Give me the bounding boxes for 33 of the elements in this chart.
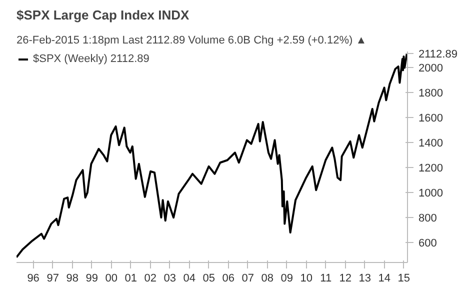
- x-tick-label: 99: [86, 272, 98, 284]
- x-tick-label: 14: [378, 272, 391, 284]
- x-tick-label: 03: [164, 272, 176, 284]
- x-tick-label: 07: [242, 272, 254, 284]
- x-tick-label: 05: [202, 272, 216, 284]
- x-tick-label: 97: [46, 272, 59, 284]
- x-tick-label: 08: [261, 272, 274, 284]
- x-tick-label: 11: [320, 272, 332, 284]
- x-tick-label: 98: [66, 272, 78, 284]
- x-tick-label: 02: [144, 272, 156, 284]
- line-series: [16, 52, 408, 258]
- y-tick-label: 1000: [418, 188, 443, 200]
- x-tick-label: 00: [105, 272, 118, 284]
- x-tick-label: 15: [398, 272, 410, 284]
- x-tick-label: 04: [183, 272, 196, 284]
- x-tick-label: 96: [27, 272, 40, 284]
- x-tick-label: 01: [124, 272, 137, 284]
- legend-label: $SPX (Weekly) 2112.89: [33, 53, 150, 65]
- y-tick-label: 1200: [418, 162, 443, 175]
- y-tick-label: 2112.89: [418, 48, 458, 61]
- x-tick-label: 12: [339, 272, 352, 284]
- x-tick-label: 09: [280, 272, 294, 284]
- chart-subtitle: 26-Feb-2015 1:18pm Last 2112.89 Volume 6.0B Chg +2.59 (+0.12%) ▲: [16, 34, 367, 46]
- y-tick-label: 2000: [418, 62, 443, 75]
- x-tick-label: 10: [300, 272, 313, 284]
- y-tick-label: 1600: [418, 112, 443, 125]
- y-tick-label: 1400: [418, 138, 443, 150]
- y-tick-label: 1800: [418, 88, 443, 100]
- chart-title: $SPX Large Cap Index INDX: [16, 8, 190, 22]
- x-tick-label: 06: [222, 272, 234, 284]
- y-tick-label: 800: [418, 212, 437, 225]
- y-tick-label: 600: [418, 238, 437, 250]
- x-tick-label: 13: [358, 272, 372, 284]
